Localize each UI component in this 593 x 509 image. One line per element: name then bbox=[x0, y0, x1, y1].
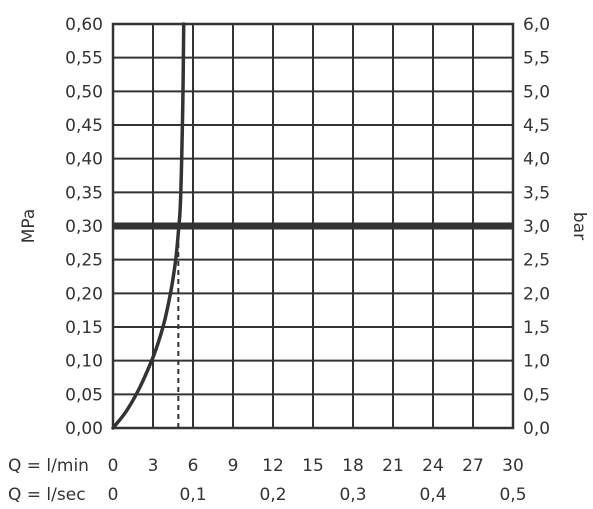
y-axis-title-right: bar bbox=[569, 212, 589, 240]
x-tick-label-lmin: 21 bbox=[382, 456, 404, 476]
y-tick-label-left: 0,25 bbox=[65, 251, 103, 271]
y-tick-label-left: 0,10 bbox=[65, 352, 103, 372]
y-tick-label-right: 1,5 bbox=[523, 318, 550, 338]
y-tick-label-left: 0,55 bbox=[65, 49, 103, 69]
x-tick-label-lsec: 0,4 bbox=[419, 485, 446, 505]
y-tick-label-right: 3,0 bbox=[523, 217, 550, 237]
tick-labels: 0,00 0,00,05 0,50,10 1,00,15 1,50,20 2,00,25 2… bbox=[65, 15, 550, 505]
x-tick-label-lmin: 30 bbox=[502, 456, 524, 476]
y-axis-title-left: MPa bbox=[19, 209, 39, 244]
x-tick-label-lsec: 0,1 bbox=[179, 485, 206, 505]
y-tick-label-left: 0,05 bbox=[65, 385, 103, 405]
y-tick-label-right: 5,0 bbox=[523, 82, 550, 102]
y-tick-label-left: 0,00 bbox=[65, 419, 103, 439]
x-tick-label-lmin: 24 bbox=[422, 456, 444, 476]
y-tick-label-right: 1,0 bbox=[523, 352, 550, 372]
y-tick-label-left: 0,15 bbox=[65, 318, 103, 338]
x-tick-label-lmin: 6 bbox=[188, 456, 199, 476]
x-row-label-lmin: Q = l/min bbox=[8, 456, 89, 476]
x-tick-label-lsec: 0,2 bbox=[259, 485, 286, 505]
x-tick-label-lmin: 12 bbox=[262, 456, 284, 476]
y-tick-label-right: 4,5 bbox=[523, 116, 550, 136]
y-tick-label-right: 0,0 bbox=[523, 419, 550, 439]
x-tick-label-lsec: 0 bbox=[108, 485, 119, 505]
y-tick-label-left: 0,60 bbox=[65, 15, 103, 35]
y-tick-label-right: 2,5 bbox=[523, 251, 550, 271]
x-tick-label-lmin: 18 bbox=[342, 456, 364, 476]
series-line bbox=[111, 22, 186, 430]
y-tick-label-right: 0,5 bbox=[523, 385, 550, 405]
y-tick-label-left: 0,20 bbox=[65, 284, 103, 304]
y-tick-label-right: 4,0 bbox=[523, 150, 550, 170]
y-tick-label-right: 2,0 bbox=[523, 284, 550, 304]
x-tick-label-lmin: 27 bbox=[462, 456, 484, 476]
x-tick-label-lmin: 15 bbox=[302, 456, 324, 476]
chart-marks bbox=[111, 22, 513, 430]
x-tick-label-lmin: 3 bbox=[148, 456, 159, 476]
y-tick-label-right: 6,0 bbox=[523, 15, 550, 35]
x-tick-label-lsec: 0,3 bbox=[339, 485, 366, 505]
y-tick-label-left: 0,50 bbox=[65, 82, 103, 102]
y-tick-label-left: 0,30 bbox=[65, 217, 103, 237]
x-tick-label-lsec: 0,5 bbox=[499, 485, 526, 505]
y-tick-label-left: 0,35 bbox=[65, 183, 103, 203]
x-tick-label-lmin: 9 bbox=[228, 456, 239, 476]
y-tick-label-right: 3,5 bbox=[523, 183, 550, 203]
y-tick-label-right: 5,5 bbox=[523, 49, 550, 69]
x-tick-label-lmin: 0 bbox=[108, 456, 119, 476]
y-tick-label-left: 0,40 bbox=[65, 150, 103, 170]
y-tick-label-left: 0,45 bbox=[65, 116, 103, 136]
x-row-label-lsec: Q = l/sec bbox=[8, 485, 86, 505]
